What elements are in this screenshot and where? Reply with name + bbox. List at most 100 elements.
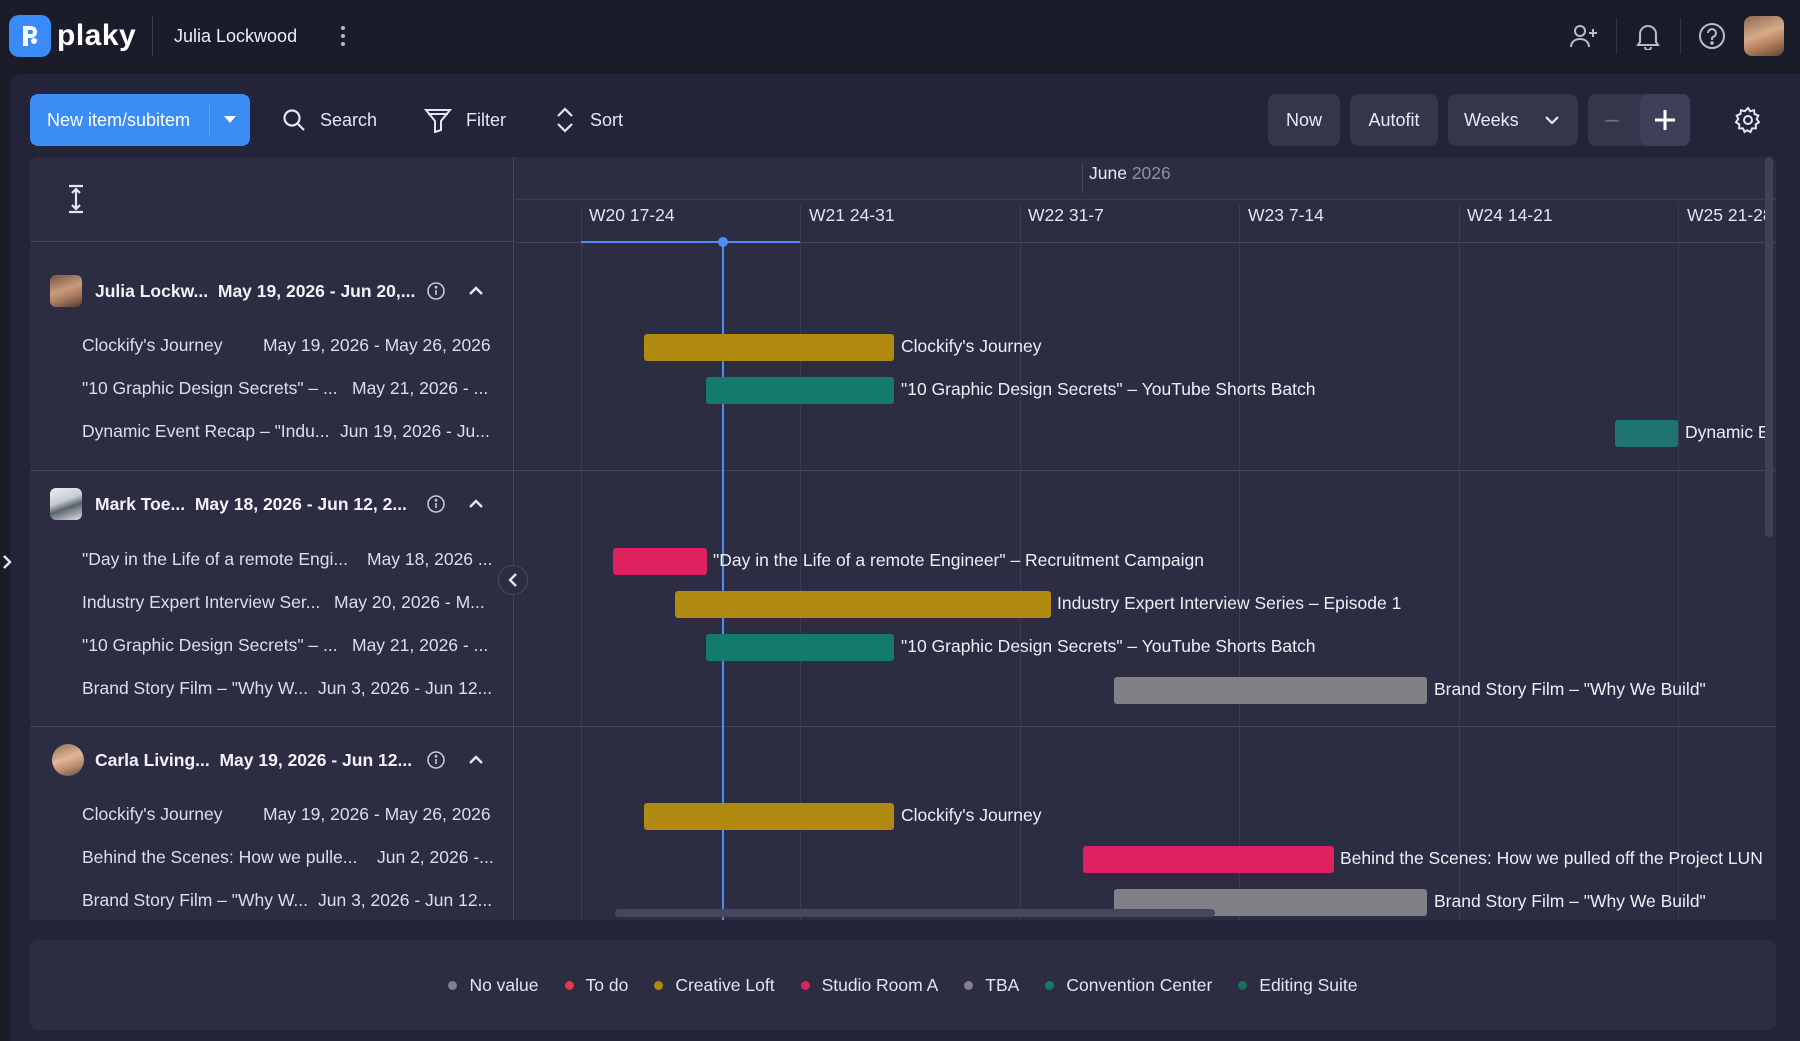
- now-label: Now: [1285, 109, 1322, 130]
- legend-dot: [564, 980, 574, 990]
- more-options-icon[interactable]: [336, 22, 350, 50]
- filter-button[interactable]: Filter: [424, 104, 506, 136]
- list-item[interactable]: "10 Graphic Design Secrets" – ...: [82, 378, 338, 398]
- week-label: W23 7-14: [1248, 205, 1324, 225]
- legend-label: Creative Loft: [675, 974, 775, 995]
- zoom-in-button[interactable]: [1640, 94, 1690, 146]
- item-dates: May 21, 2026 - ...: [352, 378, 489, 398]
- week-label: W20 17-24: [589, 205, 675, 225]
- expand-all-icon[interactable]: [60, 183, 92, 215]
- legend-label: No value: [469, 974, 539, 995]
- item-list-header: [30, 157, 514, 242]
- info-icon[interactable]: [426, 750, 446, 770]
- gantt-bar[interactable]: [1114, 677, 1427, 704]
- gantt-bar[interactable]: [675, 591, 1051, 618]
- dropdown-caret-icon[interactable]: [224, 116, 236, 123]
- top-bar: plaky Julia Lockwood: [0, 0, 1800, 72]
- legend-item: Studio Room A: [800, 975, 938, 996]
- info-icon[interactable]: [426, 494, 446, 514]
- avatar: [50, 275, 82, 307]
- settings-button[interactable]: [1728, 100, 1768, 140]
- legend-item: To do: [564, 975, 628, 996]
- plus-icon: [1655, 110, 1675, 130]
- new-item-label: New item/subitem: [47, 109, 191, 130]
- help-icon[interactable]: [1694, 18, 1730, 54]
- autofit-button[interactable]: Autofit: [1350, 94, 1438, 146]
- search-button[interactable]: Search: [282, 104, 377, 136]
- bar-label: Dynamic Ev: [1685, 422, 1765, 442]
- list-item[interactable]: "Day in the Life of a remote Engi...: [82, 549, 348, 569]
- week-gridline: [800, 205, 801, 920]
- horizontal-scrollbar[interactable]: [615, 909, 1215, 917]
- chevron-up-icon[interactable]: [466, 750, 486, 770]
- item-dates: Jun 3, 2026 - Jun 12...: [318, 678, 493, 698]
- sort-icon: [557, 107, 573, 133]
- gantt-bar[interactable]: [644, 803, 894, 830]
- list-item[interactable]: Brand Story Film – "Why W...: [82, 890, 308, 910]
- divider: [1680, 18, 1681, 54]
- list-item[interactable]: "10 Graphic Design Secrets" – ...: [82, 635, 338, 655]
- gantt-bar[interactable]: [1083, 846, 1334, 873]
- item-dates: Jun 19, 2026 - Ju...: [340, 421, 490, 441]
- bar-label: Brand Story Film – "Why We Build": [1434, 891, 1706, 911]
- info-icon[interactable]: [426, 281, 446, 301]
- legend-item: Convention Center: [1045, 975, 1212, 996]
- invite-user-icon[interactable]: [1566, 18, 1602, 54]
- list-item[interactable]: Brand Story Film – "Why W...: [82, 678, 308, 698]
- search-label: Search: [320, 109, 378, 130]
- collapse-panel-button[interactable]: [498, 565, 528, 595]
- divider: [515, 242, 1776, 243]
- search-icon: [283, 109, 305, 131]
- week-label: W24 14-21: [1467, 205, 1553, 225]
- notification-bell-icon[interactable]: [1630, 18, 1666, 54]
- chevron-up-icon[interactable]: [466, 494, 486, 514]
- now-button[interactable]: Now: [1268, 94, 1340, 146]
- legend-label: Convention Center: [1066, 974, 1213, 995]
- scale-select[interactable]: Weeks: [1448, 94, 1578, 146]
- gantt-bar[interactable]: [613, 548, 707, 575]
- divider: [30, 470, 1776, 471]
- current-week-indicator: [581, 241, 800, 243]
- week-label: W22 31-7: [1028, 205, 1104, 225]
- app-logo[interactable]: plaky: [9, 15, 136, 57]
- week-gridline: [1459, 205, 1460, 920]
- legend: No value To do Creative Loft Studio Room…: [30, 940, 1776, 1030]
- list-item[interactable]: Clockify's Journey: [82, 804, 223, 824]
- gantt-bar[interactable]: [706, 377, 894, 404]
- user-avatar[interactable]: [1744, 16, 1784, 56]
- new-item-button[interactable]: New item/subitem: [30, 94, 250, 146]
- group-header[interactable]: Julia Lockw... May 19, 2026 - Jun 20,...: [30, 271, 514, 311]
- legend-dot: [448, 980, 458, 990]
- zoom-controls: –: [1588, 94, 1690, 146]
- group-header[interactable]: Carla Living... May 19, 2026 - Jun 12...: [30, 740, 514, 780]
- list-item[interactable]: Dynamic Event Recap – "Indu...: [82, 421, 330, 441]
- avatar: [52, 744, 84, 776]
- item-dates: May 21, 2026 - ...: [352, 635, 489, 655]
- gantt-bar[interactable]: [706, 634, 894, 661]
- list-item[interactable]: Industry Expert Interview Ser...: [82, 592, 321, 612]
- bar-label: Industry Expert Interview Series – Episo…: [1057, 593, 1402, 613]
- workspace-name[interactable]: Julia Lockwood: [174, 26, 298, 46]
- gantt-bar[interactable]: [1615, 420, 1678, 447]
- chevron-down-icon: [1545, 116, 1559, 125]
- sort-button[interactable]: Sort: [554, 104, 623, 136]
- filter-label: Filter: [466, 109, 506, 130]
- legend-dot: [654, 980, 664, 990]
- sort-label: Sort: [590, 109, 624, 130]
- list-item[interactable]: Clockify's Journey: [82, 335, 223, 355]
- filter-icon: [424, 109, 452, 133]
- vertical-scrollbar[interactable]: [1765, 157, 1773, 537]
- legend-item: No value: [448, 974, 539, 996]
- autofit-label: Autofit: [1368, 109, 1420, 130]
- gantt-bar[interactable]: [644, 334, 894, 361]
- group-header[interactable]: Mark Toe... May 18, 2026 - Jun 12, 2...: [30, 484, 514, 524]
- chevron-up-icon[interactable]: [466, 281, 486, 301]
- legend-label: Editing Suite: [1259, 974, 1358, 995]
- group-title: Julia Lockw... May 19, 2026 - Jun 20,...: [95, 280, 416, 301]
- plaky-logo-icon: [9, 15, 51, 57]
- list-item[interactable]: Behind the Scenes: How we pulle...: [82, 847, 358, 867]
- scale-value: Weeks: [1464, 109, 1519, 130]
- expand-sidebar-icon[interactable]: [0, 550, 14, 574]
- group-title: Carla Living... May 19, 2026 - Jun 12...: [95, 749, 413, 770]
- zoom-out-button[interactable]: –: [1605, 106, 1619, 133]
